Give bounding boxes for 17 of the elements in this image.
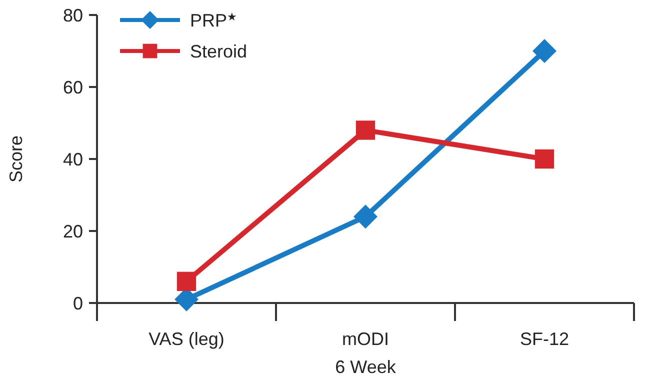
y-tick-label: 40 — [62, 149, 83, 170]
y-tick-label: 0 — [72, 293, 83, 314]
point — [354, 204, 378, 229]
legend-label: Steroid — [190, 41, 248, 62]
y-axis-title: Score — [6, 135, 26, 183]
x-tick-label: SF-12 — [520, 329, 570, 349]
point — [532, 39, 556, 63]
x-tick-label: VAS (leg) — [148, 329, 224, 349]
y-tick-label: 80 — [62, 5, 83, 26]
point — [356, 120, 376, 140]
y-tick-label: 20 — [62, 221, 83, 242]
point — [534, 149, 554, 169]
x-axis-title: 6 Week — [335, 357, 397, 377]
y-tick-label: 60 — [62, 77, 83, 98]
x-tick-label: mODI — [342, 329, 389, 349]
legend-label: PRP$^{★}$ — [190, 10, 238, 30]
point — [176, 272, 196, 291]
